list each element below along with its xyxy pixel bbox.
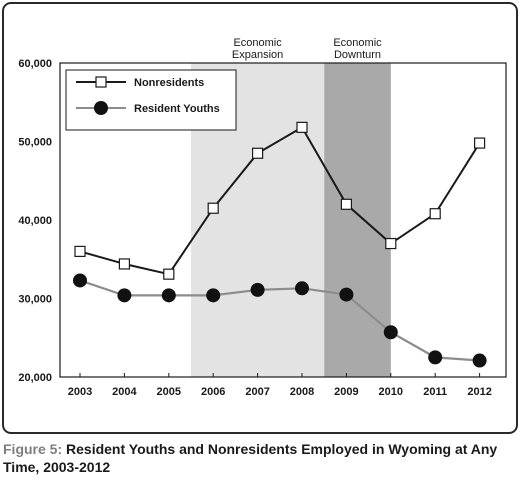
point-resident-youths: [428, 350, 443, 365]
x-tick-label: 2004: [112, 386, 137, 398]
x-tick-label: 2006: [201, 386, 225, 398]
axes: 20,000 30,000 40,000 50,000 60,000 2003 2004 20…: [18, 58, 491, 398]
point-resident-youths: [73, 273, 87, 288]
point-resident-youths: [161, 288, 176, 303]
x-tick-label: 2011: [423, 386, 447, 398]
x-tick-label: 2008: [290, 386, 314, 398]
band-label-0-1: Expansion: [232, 49, 283, 61]
point-nonresidents: [474, 137, 486, 149]
x-tick-label: 2007: [245, 386, 269, 398]
legend-box: [65, 69, 237, 131]
x-tick-label: 2010: [379, 386, 403, 398]
y-tick-label: 30,000: [18, 294, 52, 306]
point-resident-youths: [383, 325, 398, 340]
band-label-1-0: Economic: [333, 37, 382, 49]
point-resident-youths: [339, 287, 354, 302]
series-line-resident-youths: [79, 279, 480, 362]
point-nonresidents: [163, 268, 175, 280]
figure-number: Figure 5:: [3, 441, 63, 457]
point-nonresidents: [429, 208, 441, 220]
point-resident-youths: [206, 288, 221, 303]
point-nonresidents: [385, 237, 397, 250]
y-tick-label: 60,000: [18, 58, 52, 70]
legend-marker: [95, 76, 107, 88]
legend: Nonresidents Resident Youths: [65, 69, 237, 131]
series-markers: [73, 121, 487, 368]
point-nonresidents: [118, 258, 131, 270]
x-tick-label: 2005: [157, 386, 181, 398]
point-resident-youths: [250, 282, 265, 297]
plot-area: [59, 62, 507, 378]
x-tick-label: 2003: [68, 386, 92, 398]
point-resident-youths: [117, 288, 132, 303]
legend-marker: [94, 101, 108, 115]
y-tick-label: 50,000: [18, 137, 52, 149]
band-label-0-0: Economic: [233, 37, 282, 49]
point-nonresidents: [252, 147, 264, 159]
legend-label: Resident Youths: [134, 103, 220, 115]
point-resident-youths: [295, 281, 309, 296]
legend-label: Nonresidents: [134, 77, 204, 89]
point-nonresidents: [207, 202, 219, 214]
y-tick-label: 40,000: [18, 215, 52, 227]
x-tick-label: 2012: [467, 386, 491, 398]
band-label-1-1: Downturn: [334, 49, 381, 61]
figure-caption: Figure 5: Resident Youths and Nonresiden…: [3, 440, 513, 476]
point-nonresidents: [74, 245, 86, 257]
figure-title: Resident Youths and Nonresidents Employe…: [3, 441, 498, 475]
x-tick-label: 2009: [334, 386, 358, 398]
band-1: [324, 63, 391, 377]
point-resident-youths: [472, 353, 487, 368]
y-tick-label: 20,000: [18, 372, 52, 384]
series-line-nonresidents: [79, 125, 481, 276]
point-nonresidents: [296, 121, 308, 133]
point-nonresidents: [340, 198, 352, 210]
series-lines: [79, 125, 481, 362]
